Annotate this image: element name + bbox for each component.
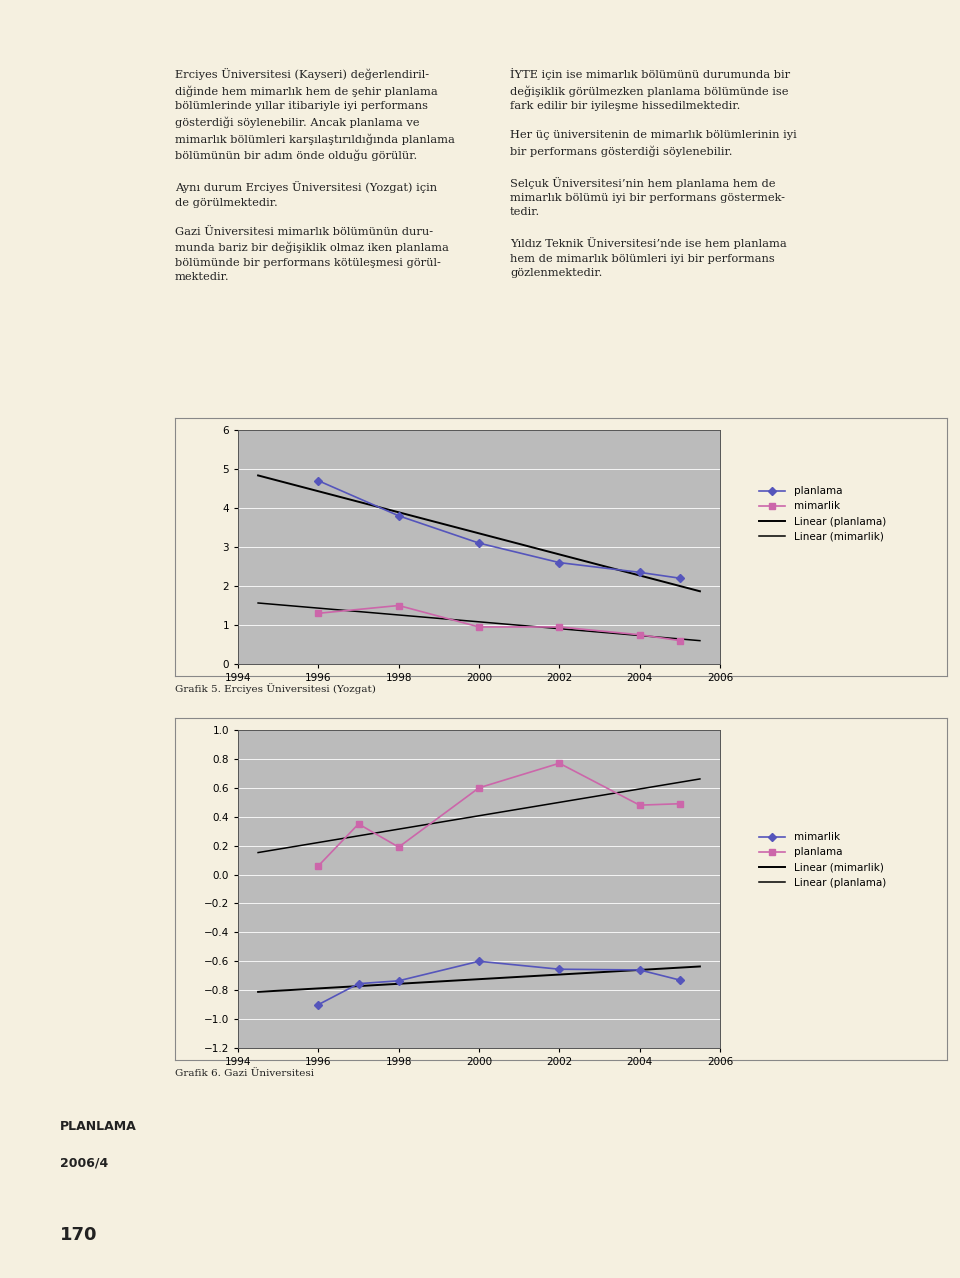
Text: Grafik 6. Gazi Üniversitesi: Grafik 6. Gazi Üniversitesi bbox=[175, 1068, 314, 1077]
Legend: planlama, mimarlik, Linear (planlama), Linear (mimarlik): planlama, mimarlik, Linear (planlama), L… bbox=[755, 482, 890, 546]
Legend: mimarlik, planlama, Linear (mimarlik), Linear (planlama): mimarlik, planlama, Linear (mimarlik), L… bbox=[755, 828, 890, 892]
Text: 170: 170 bbox=[60, 1226, 98, 1243]
Text: Grafik 5. Erciyes Üniversitesi (Yozgat): Grafik 5. Erciyes Üniversitesi (Yozgat) bbox=[175, 684, 376, 694]
Text: 2006/4: 2006/4 bbox=[60, 1157, 108, 1169]
Text: PLANLAMA: PLANLAMA bbox=[60, 1120, 136, 1134]
Text: İYTE için ise mimarlık bölümünü durumunda bir
değişiklik görülmezken planlama bö: İYTE için ise mimarlık bölümünü durumund… bbox=[510, 68, 797, 279]
Text: Erciyes Üniversitesi (Kayseri) değerlendiril-
diğinde hem mimarlık hem de şehir : Erciyes Üniversitesi (Kayseri) değerlend… bbox=[175, 68, 455, 282]
